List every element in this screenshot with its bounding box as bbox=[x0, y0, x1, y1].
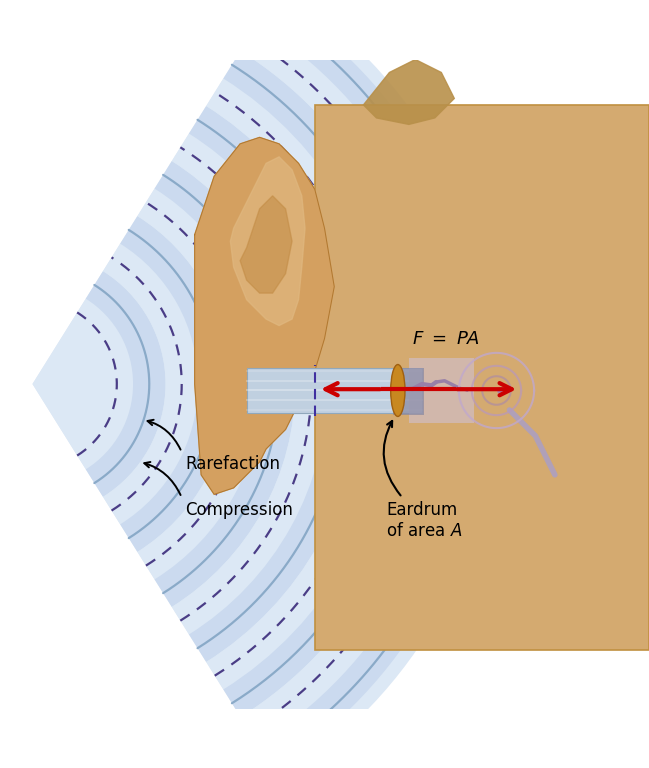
Wedge shape bbox=[206, 78, 393, 690]
Wedge shape bbox=[172, 134, 328, 634]
Wedge shape bbox=[223, 51, 425, 717]
Wedge shape bbox=[86, 271, 165, 497]
Wedge shape bbox=[154, 161, 295, 607]
Wedge shape bbox=[241, 24, 458, 744]
Wedge shape bbox=[103, 243, 198, 525]
Bar bbox=[315, 105, 649, 650]
Wedge shape bbox=[120, 216, 230, 552]
Polygon shape bbox=[230, 157, 305, 326]
Text: Eardrum
of area $\mathit{A}$: Eardrum of area $\mathit{A}$ bbox=[386, 501, 463, 540]
Ellipse shape bbox=[391, 365, 405, 416]
Polygon shape bbox=[240, 196, 292, 293]
Wedge shape bbox=[32, 299, 133, 469]
Wedge shape bbox=[138, 189, 263, 579]
Text: Rarefaction: Rarefaction bbox=[185, 455, 280, 473]
Bar bbox=[247, 368, 422, 413]
Wedge shape bbox=[32, 0, 500, 768]
Wedge shape bbox=[258, 0, 487, 768]
Polygon shape bbox=[195, 137, 334, 495]
Bar bbox=[393, 368, 424, 415]
Text: $\mathit{F}\ =\ \mathit{PA}$: $\mathit{F}\ =\ \mathit{PA}$ bbox=[412, 330, 480, 349]
Polygon shape bbox=[363, 59, 454, 124]
Wedge shape bbox=[189, 106, 360, 662]
Text: Compression: Compression bbox=[185, 501, 293, 519]
Bar bbox=[409, 358, 474, 423]
